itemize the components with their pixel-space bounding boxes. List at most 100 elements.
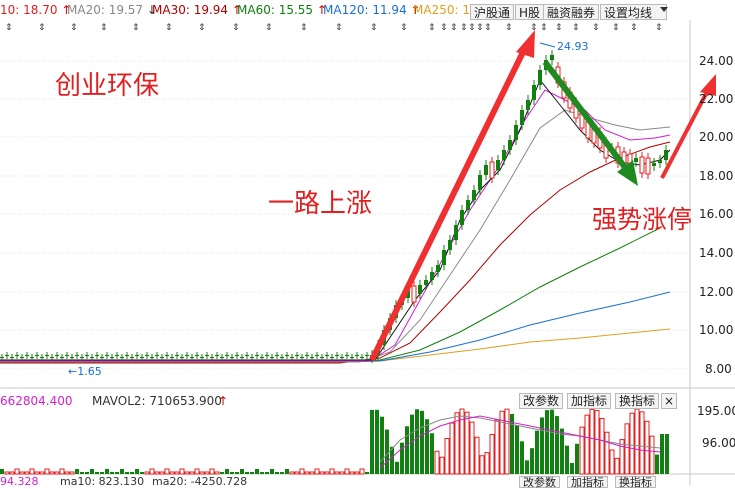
event-marker: ⇕	[630, 23, 638, 33]
candle-body	[110, 357, 114, 358]
volume-bar	[380, 416, 384, 474]
close-icon[interactable]: ×	[661, 393, 677, 409]
candle-body	[658, 160, 662, 163]
candle-body	[65, 355, 69, 356]
candle-body	[442, 250, 446, 265]
volume-bar	[100, 472, 104, 474]
volume-bar	[639, 411, 645, 475]
volume-bar	[289, 471, 295, 475]
margin-trading-button[interactable]: 融资融券	[543, 4, 600, 20]
event-marker: ⇕	[476, 23, 484, 33]
candle-body	[120, 357, 124, 358]
bottom-add-indicator-button[interactable]: 加指标	[567, 476, 608, 488]
candle-body	[255, 355, 259, 356]
volume-bar	[245, 472, 249, 474]
volume-bar	[334, 471, 340, 475]
volume-bar	[309, 471, 315, 475]
volume-bar	[354, 471, 360, 475]
volume-bar	[499, 410, 505, 475]
volume-bar	[120, 469, 124, 474]
candle-body	[538, 70, 542, 85]
candle-body	[285, 355, 289, 356]
candle-body	[454, 225, 458, 240]
volume-bar	[194, 468, 200, 475]
volume-bar	[235, 472, 239, 474]
volume-bar	[49, 471, 55, 475]
vol-add-indicator-button[interactable]: 加指标	[567, 393, 612, 409]
candle-body	[335, 355, 339, 356]
event-marker: ⇕	[370, 23, 378, 33]
volume-bar	[365, 472, 369, 474]
volume-bar	[415, 409, 419, 474]
volume-bar	[390, 446, 394, 474]
candle-body	[550, 55, 554, 60]
ma10-value: 10: 18.70 ↑	[0, 3, 72, 17]
candle-body	[514, 125, 518, 140]
volume-bar	[90, 469, 94, 474]
volume-bar	[255, 469, 259, 474]
candle-body	[265, 355, 269, 356]
event-marker: ⇕	[232, 23, 240, 33]
price-tick-24: 24.00	[699, 54, 734, 68]
volume-bar	[454, 412, 460, 475]
candle-body	[20, 357, 24, 358]
event-marker: ⇕	[38, 23, 46, 33]
event-marker: ⇕	[540, 23, 548, 33]
bottom-switch-indicator-button[interactable]: 换指标	[615, 476, 656, 488]
chevron-down-icon	[660, 7, 668, 12]
volume-bar	[395, 461, 399, 474]
candle-body	[448, 240, 452, 250]
h-share-button[interactable]: H股	[515, 4, 545, 20]
vol-switch-indicator-button[interactable]: 换指标	[615, 393, 660, 409]
candle-body	[489, 161, 495, 179]
volume-bar	[410, 414, 414, 474]
event-marker: ⇕	[5, 23, 13, 33]
volume-bar	[59, 468, 65, 475]
volume-bar	[280, 472, 284, 474]
set-ma-button[interactable]: 设置均线	[600, 4, 668, 20]
bottom-change-params-button[interactable]: 改参数	[519, 476, 560, 488]
candle-body	[200, 357, 204, 358]
candlesticks	[0, 50, 668, 363]
volume-bar	[54, 471, 60, 475]
event-marker: ⇕	[572, 23, 580, 33]
candle-body	[365, 355, 369, 356]
candle-body	[280, 357, 284, 358]
volume-bar	[0, 469, 4, 474]
volume-bar	[624, 423, 630, 475]
event-marker: ⇕	[450, 23, 458, 33]
ma30-line	[0, 141, 671, 364]
candle-body	[664, 150, 668, 160]
volume-bar	[85, 472, 89, 474]
vol-change-params-button[interactable]: 改参数	[519, 393, 564, 409]
candle-body	[496, 160, 500, 170]
volume-bar	[545, 410, 549, 474]
candle-body	[195, 355, 199, 356]
event-marker: ⇕	[335, 23, 343, 33]
hk-connect-button[interactable]: 沪股通	[470, 4, 515, 20]
volume-bar	[655, 454, 659, 474]
candle-body	[652, 163, 656, 166]
volume-bar	[560, 428, 564, 474]
volume-bar	[405, 426, 409, 474]
candle-body	[418, 285, 422, 294]
volume-bar	[444, 437, 450, 475]
event-marker: ⇕	[132, 23, 140, 33]
candle-body	[484, 165, 488, 175]
volume-bar	[250, 472, 254, 474]
volume-bar	[349, 471, 355, 475]
candle-body	[160, 357, 164, 358]
candle-body	[310, 357, 314, 358]
volume-bar	[319, 471, 325, 475]
candle-body	[10, 357, 14, 358]
volume-bar	[599, 418, 605, 475]
volume-bar	[644, 420, 650, 475]
candle-body	[5, 355, 9, 356]
candle-body	[508, 140, 512, 150]
candle-body	[150, 357, 154, 358]
volume-bar	[29, 468, 35, 475]
rise-label: 一路上涨	[268, 189, 373, 219]
volume-bar	[540, 417, 544, 474]
event-marker: ⇕	[198, 23, 206, 33]
